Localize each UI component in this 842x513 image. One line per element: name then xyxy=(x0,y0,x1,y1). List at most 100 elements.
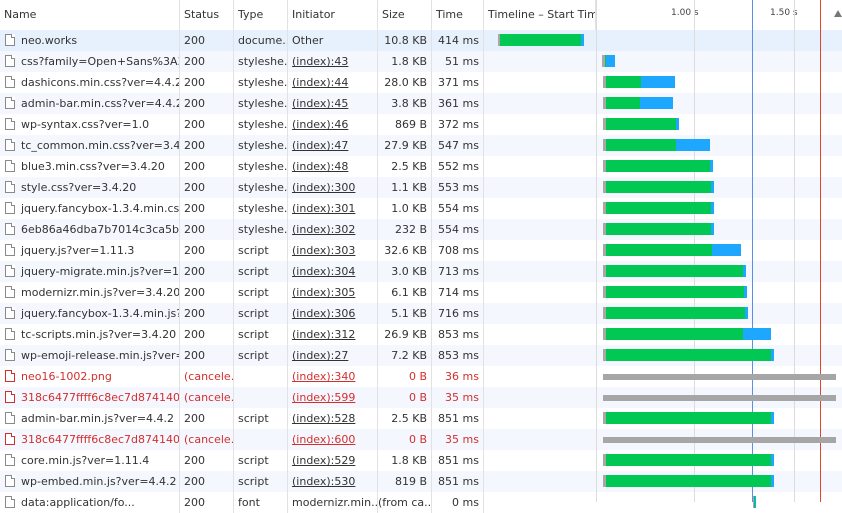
request-row[interactable]: jquery.js?ver=1.11.3 200 script (index):303… xyxy=(0,240,842,261)
request-timeline-cell[interactable] xyxy=(484,72,842,93)
request-initiator-cell[interactable]: (index):530 xyxy=(288,471,378,492)
request-initiator[interactable]: (index):48 xyxy=(292,160,349,173)
request-row[interactable]: 6eb86a46dba7b7014c3ca5b6... 200 styleshe..… xyxy=(0,219,842,240)
request-row[interactable]: core.min.js?ver=1.11.4 200 script (index):5… xyxy=(0,450,842,471)
request-initiator-cell[interactable]: (index):306 xyxy=(288,303,378,324)
request-initiator-cell[interactable]: (index):47 xyxy=(288,135,378,156)
request-timeline-cell[interactable] xyxy=(484,429,842,450)
request-initiator-cell[interactable]: (index):303 xyxy=(288,240,378,261)
request-timeline-cell[interactable] xyxy=(484,177,842,198)
request-name-cell[interactable]: tc-scripts.min.js?ver=3.4.20 xyxy=(0,324,180,345)
request-name-cell[interactable]: admin-bar.min.js?ver=4.4.2 xyxy=(0,408,180,429)
request-row[interactable]: wp-embed.min.js?ver=4.4.2 200 script (index… xyxy=(0,471,842,492)
request-initiator[interactable]: (index):47 xyxy=(292,139,349,152)
request-initiator[interactable]: (index):301 xyxy=(292,202,356,215)
column-header-time[interactable]: Time xyxy=(432,0,484,30)
request-timeline-cell[interactable] xyxy=(484,282,842,303)
request-initiator[interactable]: (index):340 xyxy=(292,370,356,383)
request-initiator[interactable]: (index):46 xyxy=(292,118,349,131)
request-initiator-cell[interactable]: (index):529 xyxy=(288,450,378,471)
request-initiator[interactable]: (index):305 xyxy=(292,286,356,299)
request-initiator[interactable]: (index):600 xyxy=(292,433,356,446)
request-initiator[interactable]: (index):45 xyxy=(292,97,349,110)
request-timeline-cell[interactable] xyxy=(484,345,842,366)
request-name-cell[interactable]: 318c6477ffff6c8ec7d8741408e... xyxy=(0,429,180,450)
request-row[interactable]: style.css?ver=3.4.20 200 styleshe... (index… xyxy=(0,177,842,198)
request-timeline-cell[interactable] xyxy=(484,114,842,135)
request-initiator-cell[interactable]: (index):302 xyxy=(288,219,378,240)
request-timeline-cell[interactable] xyxy=(484,261,842,282)
request-row[interactable]: 318c6477ffff6c8ec7d8741408e... (cancele..… xyxy=(0,429,842,450)
request-initiator[interactable]: (index):302 xyxy=(292,223,356,236)
request-row[interactable]: tc_common.min.css?ver=3.4.20 200 styleshe.… xyxy=(0,135,842,156)
request-name-cell[interactable]: wp-emoji-release.min.js?ver=... xyxy=(0,345,180,366)
request-timeline-cell[interactable] xyxy=(484,219,842,240)
request-row[interactable]: 318c6477ffff6c8ec7d8741408e... (cancele..… xyxy=(0,387,842,408)
request-initiator-cell[interactable]: (index):528 xyxy=(288,408,378,429)
request-name-cell[interactable]: dashicons.min.css?ver=4.4.2 xyxy=(0,72,180,93)
request-timeline-cell[interactable] xyxy=(484,51,842,72)
request-row[interactable]: data:application/fo... 200 font modernizr.m… xyxy=(0,492,842,513)
request-timeline-cell[interactable] xyxy=(484,366,842,387)
request-initiator-cell[interactable]: (index):600 xyxy=(288,429,378,450)
request-row[interactable]: css?family=Open+Sans%3A30... 200 styleshe.… xyxy=(0,51,842,72)
request-initiator[interactable]: (index):306 xyxy=(292,307,356,320)
request-name-cell[interactable]: jquery.js?ver=1.11.3 xyxy=(0,240,180,261)
column-header-initiator[interactable]: Initiator xyxy=(288,0,378,30)
request-row[interactable]: jquery.fancybox-1.3.4.min.css?... 200 styl… xyxy=(0,198,842,219)
request-row[interactable]: modernizr.min.js?ver=3.4.20 200 script (ind… xyxy=(0,282,842,303)
request-row[interactable]: wp-syntax.css?ver=1.0 200 styleshe... (inde… xyxy=(0,114,842,135)
request-timeline-cell[interactable] xyxy=(484,450,842,471)
request-name-cell[interactable]: admin-bar.min.css?ver=4.4.2 xyxy=(0,93,180,114)
request-initiator-cell[interactable]: (index):312 xyxy=(288,324,378,345)
request-name-cell[interactable]: jquery-migrate.min.js?ver=1.2.1 xyxy=(0,261,180,282)
request-timeline-cell[interactable] xyxy=(484,93,842,114)
request-initiator[interactable]: (index):44 xyxy=(292,76,349,89)
request-row[interactable]: admin-bar.min.js?ver=4.4.2 200 script (inde… xyxy=(0,408,842,429)
request-initiator[interactable]: (index):303 xyxy=(292,244,356,257)
request-initiator-cell[interactable]: (index):45 xyxy=(288,93,378,114)
request-name-cell[interactable]: css?family=Open+Sans%3A30... xyxy=(0,51,180,72)
request-initiator[interactable]: (index):300 xyxy=(292,181,356,194)
request-row[interactable]: neo.works 200 docume... Other 10.8 KB 414 ms xyxy=(0,30,842,51)
request-name-cell[interactable]: 6eb86a46dba7b7014c3ca5b6... xyxy=(0,219,180,240)
column-header-name[interactable]: Name xyxy=(0,0,180,30)
request-timeline-cell[interactable] xyxy=(484,135,842,156)
request-timeline-cell[interactable] xyxy=(484,324,842,345)
request-initiator-cell[interactable]: (index):48 xyxy=(288,156,378,177)
request-name-cell[interactable]: core.min.js?ver=1.11.4 xyxy=(0,450,180,471)
request-timeline-cell[interactable] xyxy=(484,408,842,429)
column-header-timeline[interactable]: Timeline – Start Time xyxy=(484,0,596,30)
request-name-cell[interactable]: neo.works xyxy=(0,30,180,51)
request-name-cell[interactable]: modernizr.min.js?ver=3.4.20 xyxy=(0,282,180,303)
request-initiator[interactable]: (index):599 xyxy=(292,391,356,404)
request-timeline-cell[interactable] xyxy=(484,492,842,513)
request-initiator-cell[interactable]: (index):305 xyxy=(288,282,378,303)
request-timeline-cell[interactable] xyxy=(484,156,842,177)
request-name-cell[interactable]: blue3.min.css?ver=3.4.20 xyxy=(0,156,180,177)
request-name-cell[interactable]: jquery.fancybox-1.3.4.min.css?... xyxy=(0,198,180,219)
request-initiator[interactable]: (index):528 xyxy=(292,412,356,425)
request-initiator-cell[interactable]: (index):340 xyxy=(288,366,378,387)
column-header-status[interactable]: Status xyxy=(180,0,234,30)
request-initiator-cell[interactable]: (index):304 xyxy=(288,261,378,282)
request-timeline-cell[interactable] xyxy=(484,303,842,324)
request-initiator-cell[interactable]: (index):44 xyxy=(288,72,378,93)
request-initiator[interactable]: (index):530 xyxy=(292,475,356,488)
request-initiator-cell[interactable]: (index):46 xyxy=(288,114,378,135)
request-name-cell[interactable]: style.css?ver=3.4.20 xyxy=(0,177,180,198)
request-row[interactable]: jquery-migrate.min.js?ver=1.2.1 200 script… xyxy=(0,261,842,282)
request-name-cell[interactable]: wp-syntax.css?ver=1.0 xyxy=(0,114,180,135)
request-initiator[interactable]: (index):529 xyxy=(292,454,356,467)
sort-ascending-icon[interactable] xyxy=(834,10,842,17)
request-timeline-cell[interactable] xyxy=(484,198,842,219)
request-timeline-cell[interactable] xyxy=(484,240,842,261)
request-row[interactable]: admin-bar.min.css?ver=4.4.2 200 styleshe..… xyxy=(0,93,842,114)
column-header-type[interactable]: Type xyxy=(234,0,288,30)
request-initiator[interactable]: (index):27 xyxy=(292,349,349,362)
request-initiator[interactable]: (index):304 xyxy=(292,265,356,278)
request-timeline-cell[interactable] xyxy=(484,387,842,408)
request-row[interactable]: blue3.min.css?ver=3.4.20 200 styleshe... (i… xyxy=(0,156,842,177)
request-timeline-cell[interactable] xyxy=(484,471,842,492)
request-row[interactable]: neo16-1002.png (cancele... (index):340 0 B 3… xyxy=(0,366,842,387)
